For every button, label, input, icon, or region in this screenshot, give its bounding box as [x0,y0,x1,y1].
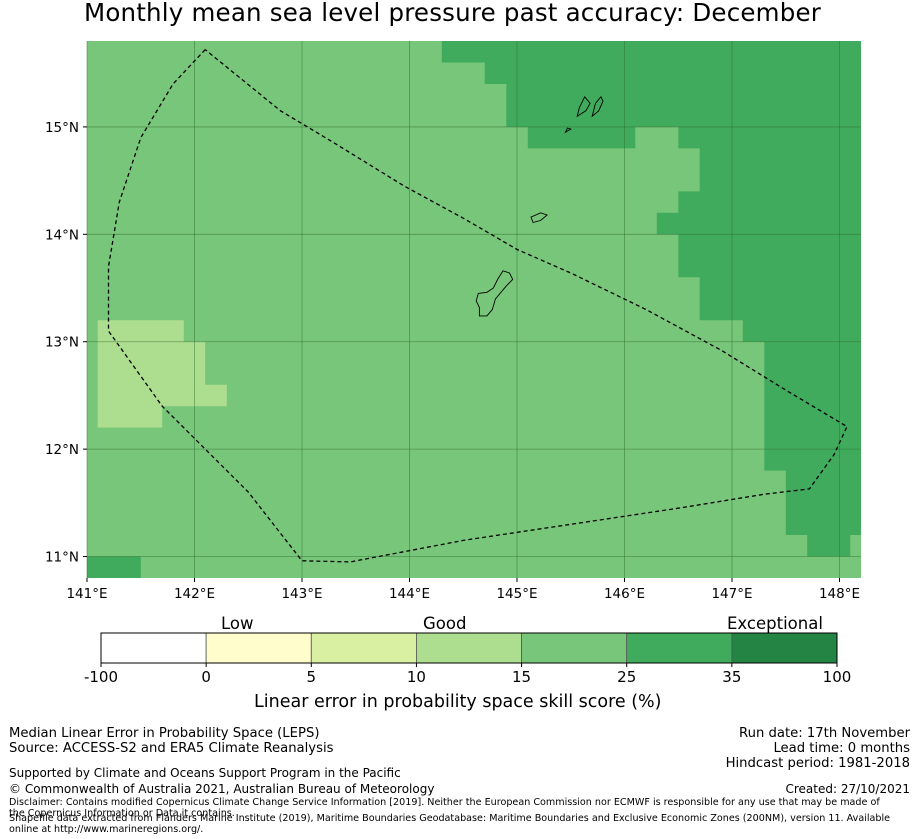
lon-tick-label: 141°E [66,586,107,602]
colorbar-exceptional-label: Exceptional [727,614,823,633]
chart-title: Monthly mean sea level pressure past acc… [84,0,822,27]
colorbar-segment-cat_10_15 [416,632,522,664]
colorbar-tick-label: 15 [512,668,531,686]
lon-tick-label: 144°E [389,586,430,602]
colorbar-tick-label: 25 [617,668,636,686]
map-figure: 141°E 142°E 143°E 144°E 145°E 146°E 147°E 148°E… [45,41,861,602]
colorbar-frame [100,632,838,664]
lon-tick-label: 147°E [711,586,752,602]
colorbar-tick-label: 10 [407,668,426,686]
eez-boundary [107,49,848,563]
colorbar-good-label: Good [423,614,467,633]
lon-tick-label: 145°E [496,586,537,602]
island-outline [591,95,604,118]
footer-method: Median Linear Error in Probability Space… [9,726,320,741]
footer-hindcast: Hindcast period: 1981-2018 [725,756,910,771]
lon-tick-label: 142°E [174,586,215,602]
lon-tick-label: 143°E [281,586,322,602]
footer-run-date: Run date: 17th November [739,726,910,741]
colorbar-tick-label: -100 [84,668,118,686]
footer-supported: Supported by Climate and Oceans Support … [9,766,401,780]
lat-tick-label: 13°N [45,335,79,351]
colorbar: -100 0 5 10 15 25 35 100 [84,632,852,686]
colorbar-segment-cat_0_5 [205,632,312,664]
colorbar-tick-label: 100 [823,668,852,686]
colorbar-segment-cat_15_25 [521,632,628,664]
colorbar-tick-label: 35 [722,668,741,686]
footer-lead-time: Lead time: 0 months [773,741,910,756]
lat-tick-label: 11°N [45,550,79,566]
lat-tick-label: 14°N [45,227,79,243]
footer-created: Created: 27/10/2021 [785,782,910,796]
lon-tick-label: 146°E [604,586,645,602]
colorbar-segment-cat_5_10 [310,632,417,664]
island-outline [530,212,548,224]
skill-region-cat_25_35 [441,41,861,557]
colorbar-low-label: Low [221,614,254,633]
colorbar-tick-label: 0 [201,668,211,686]
colorbar-segment-below_zero [100,632,207,664]
colorbar-axis-label: Linear error in probability space skill … [254,692,662,712]
colorbar-tick-label: 5 [307,668,317,686]
lat-tick-label: 12°N [45,442,79,458]
footer-disclaimer: Disclaimer: Contains modified Copernicus… [9,797,880,819]
footer-copyright: © Commonwealth of Australia 2021, Austra… [9,782,435,796]
lat-tick-label: 15°N [45,120,79,136]
colorbar-segment-cat_35_100 [731,632,838,664]
island-outline [564,127,572,134]
island-outline [576,95,591,118]
island-outline [475,270,514,317]
footer-source: Source: ACCESS-S2 and ERA5 Climate Reana… [9,741,334,756]
lon-tick-label: 148°E [819,586,860,602]
colorbar-segment-cat_25_35 [626,632,733,664]
skill-region-cat_25_35 [87,556,141,578]
footer-shapefile: Shapefile data extracted from Flanders M… [9,813,891,835]
